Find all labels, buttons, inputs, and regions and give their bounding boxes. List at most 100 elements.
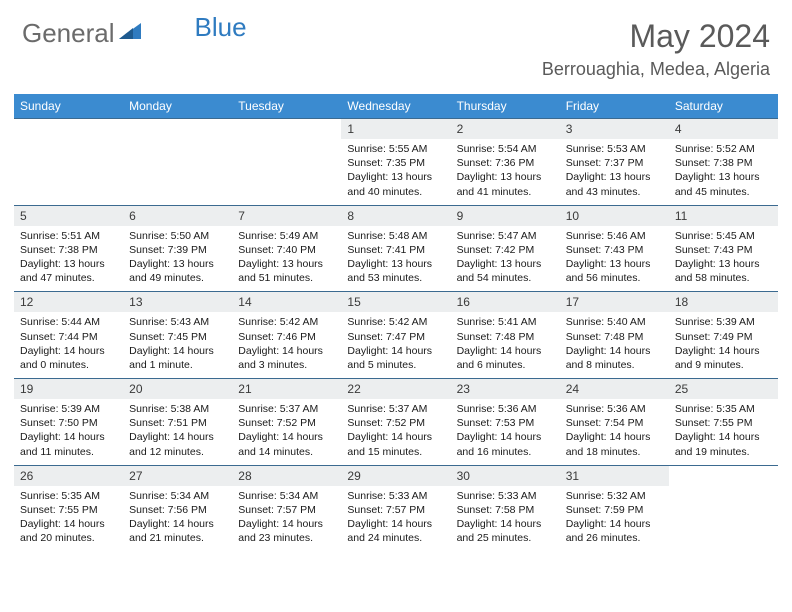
sunrise-text: Sunrise: 5:42 AM xyxy=(238,315,335,329)
calendar-body: 1234Sunrise: 5:55 AMSunset: 7:35 PMDayli… xyxy=(14,119,778,552)
day-detail-cell: Sunrise: 5:53 AMSunset: 7:37 PMDaylight:… xyxy=(560,139,669,205)
sunrise-text: Sunrise: 5:54 AM xyxy=(457,142,554,156)
day-number-cell: 1 xyxy=(341,119,450,140)
day-number-row: 567891011 xyxy=(14,205,778,226)
sunset-text: Sunset: 7:47 PM xyxy=(347,330,444,344)
day-number-cell: 6 xyxy=(123,205,232,226)
sunset-text: Sunset: 7:52 PM xyxy=(347,416,444,430)
sunrise-text: Sunrise: 5:33 AM xyxy=(347,489,444,503)
sunset-text: Sunset: 7:52 PM xyxy=(238,416,335,430)
daylight-text: Daylight: 13 hours and 51 minutes. xyxy=(238,257,335,285)
day-number-cell: 12 xyxy=(14,292,123,313)
day-detail-cell: Sunrise: 5:34 AMSunset: 7:57 PMDaylight:… xyxy=(232,486,341,552)
sunrise-text: Sunrise: 5:39 AM xyxy=(675,315,772,329)
sunrise-text: Sunrise: 5:51 AM xyxy=(20,229,117,243)
day-number-cell: 4 xyxy=(669,119,778,140)
day-detail-row: Sunrise: 5:51 AMSunset: 7:38 PMDaylight:… xyxy=(14,226,778,292)
day-number-cell: 17 xyxy=(560,292,669,313)
day-detail-cell: Sunrise: 5:42 AMSunset: 7:46 PMDaylight:… xyxy=(232,312,341,378)
sunrise-text: Sunrise: 5:47 AM xyxy=(457,229,554,243)
logo-triangle-icon xyxy=(119,21,143,46)
sunrise-text: Sunrise: 5:37 AM xyxy=(347,402,444,416)
daylight-text: Daylight: 13 hours and 49 minutes. xyxy=(129,257,226,285)
day-detail-cell: Sunrise: 5:35 AMSunset: 7:55 PMDaylight:… xyxy=(14,486,123,552)
sunrise-text: Sunrise: 5:53 AM xyxy=(566,142,663,156)
day-number-cell: 10 xyxy=(560,205,669,226)
daylight-text: Daylight: 13 hours and 45 minutes. xyxy=(675,170,772,198)
day-detail-cell xyxy=(14,139,123,205)
sunset-text: Sunset: 7:36 PM xyxy=(457,156,554,170)
brand-name-1: General xyxy=(22,18,115,49)
sunrise-text: Sunrise: 5:52 AM xyxy=(675,142,772,156)
day-detail-cell: Sunrise: 5:49 AMSunset: 7:40 PMDaylight:… xyxy=(232,226,341,292)
daylight-text: Daylight: 14 hours and 5 minutes. xyxy=(347,344,444,372)
day-detail-cell: Sunrise: 5:37 AMSunset: 7:52 PMDaylight:… xyxy=(232,399,341,465)
sunset-text: Sunset: 7:40 PM xyxy=(238,243,335,257)
day-header: Monday xyxy=(123,94,232,119)
sunset-text: Sunset: 7:43 PM xyxy=(675,243,772,257)
day-header: Saturday xyxy=(669,94,778,119)
sunset-text: Sunset: 7:48 PM xyxy=(566,330,663,344)
daylight-text: Daylight: 13 hours and 47 minutes. xyxy=(20,257,117,285)
sunrise-text: Sunrise: 5:36 AM xyxy=(457,402,554,416)
daylight-text: Daylight: 14 hours and 25 minutes. xyxy=(457,517,554,545)
daylight-text: Daylight: 14 hours and 18 minutes. xyxy=(566,430,663,458)
day-number-cell: 27 xyxy=(123,465,232,486)
sunrise-text: Sunrise: 5:33 AM xyxy=(457,489,554,503)
day-number-cell xyxy=(669,465,778,486)
daylight-text: Daylight: 14 hours and 20 minutes. xyxy=(20,517,117,545)
sunrise-text: Sunrise: 5:35 AM xyxy=(20,489,117,503)
day-number-row: 12131415161718 xyxy=(14,292,778,313)
day-number-cell: 30 xyxy=(451,465,560,486)
day-detail-cell xyxy=(123,139,232,205)
day-detail-cell: Sunrise: 5:44 AMSunset: 7:44 PMDaylight:… xyxy=(14,312,123,378)
day-detail-cell: Sunrise: 5:34 AMSunset: 7:56 PMDaylight:… xyxy=(123,486,232,552)
day-detail-cell: Sunrise: 5:36 AMSunset: 7:53 PMDaylight:… xyxy=(451,399,560,465)
day-header: Wednesday xyxy=(341,94,450,119)
sunrise-text: Sunrise: 5:46 AM xyxy=(566,229,663,243)
sunrise-text: Sunrise: 5:35 AM xyxy=(675,402,772,416)
sunset-text: Sunset: 7:45 PM xyxy=(129,330,226,344)
day-detail-cell: Sunrise: 5:38 AMSunset: 7:51 PMDaylight:… xyxy=(123,399,232,465)
sunset-text: Sunset: 7:58 PM xyxy=(457,503,554,517)
sunset-text: Sunset: 7:39 PM xyxy=(129,243,226,257)
day-header-row: Sunday Monday Tuesday Wednesday Thursday… xyxy=(14,94,778,119)
day-detail-cell: Sunrise: 5:42 AMSunset: 7:47 PMDaylight:… xyxy=(341,312,450,378)
day-number-cell: 14 xyxy=(232,292,341,313)
sunset-text: Sunset: 7:41 PM xyxy=(347,243,444,257)
sunset-text: Sunset: 7:53 PM xyxy=(457,416,554,430)
sunrise-text: Sunrise: 5:34 AM xyxy=(238,489,335,503)
location-text: Berrouaghia, Medea, Algeria xyxy=(542,59,770,80)
day-number-cell: 16 xyxy=(451,292,560,313)
daylight-text: Daylight: 14 hours and 1 minute. xyxy=(129,344,226,372)
day-detail-row: Sunrise: 5:55 AMSunset: 7:35 PMDaylight:… xyxy=(14,139,778,205)
daylight-text: Daylight: 13 hours and 58 minutes. xyxy=(675,257,772,285)
day-number-cell: 11 xyxy=(669,205,778,226)
day-detail-cell: Sunrise: 5:46 AMSunset: 7:43 PMDaylight:… xyxy=(560,226,669,292)
sunrise-text: Sunrise: 5:32 AM xyxy=(566,489,663,503)
sunset-text: Sunset: 7:51 PM xyxy=(129,416,226,430)
daylight-text: Daylight: 14 hours and 0 minutes. xyxy=(20,344,117,372)
day-detail-cell: Sunrise: 5:37 AMSunset: 7:52 PMDaylight:… xyxy=(341,399,450,465)
day-header: Thursday xyxy=(451,94,560,119)
day-detail-cell: Sunrise: 5:55 AMSunset: 7:35 PMDaylight:… xyxy=(341,139,450,205)
header: General Blue May 2024 Berrouaghia, Medea… xyxy=(0,0,792,88)
sunset-text: Sunset: 7:55 PM xyxy=(675,416,772,430)
sunset-text: Sunset: 7:59 PM xyxy=(566,503,663,517)
day-detail-cell: Sunrise: 5:39 AMSunset: 7:49 PMDaylight:… xyxy=(669,312,778,378)
day-detail-cell: Sunrise: 5:51 AMSunset: 7:38 PMDaylight:… xyxy=(14,226,123,292)
day-detail-row: Sunrise: 5:39 AMSunset: 7:50 PMDaylight:… xyxy=(14,399,778,465)
daylight-text: Daylight: 14 hours and 24 minutes. xyxy=(347,517,444,545)
day-detail-cell xyxy=(669,486,778,552)
sunrise-text: Sunrise: 5:44 AM xyxy=(20,315,117,329)
daylight-text: Daylight: 13 hours and 56 minutes. xyxy=(566,257,663,285)
day-detail-cell: Sunrise: 5:33 AMSunset: 7:57 PMDaylight:… xyxy=(341,486,450,552)
daylight-text: Daylight: 14 hours and 16 minutes. xyxy=(457,430,554,458)
day-detail-cell: Sunrise: 5:54 AMSunset: 7:36 PMDaylight:… xyxy=(451,139,560,205)
day-detail-cell: Sunrise: 5:33 AMSunset: 7:58 PMDaylight:… xyxy=(451,486,560,552)
day-detail-cell: Sunrise: 5:47 AMSunset: 7:42 PMDaylight:… xyxy=(451,226,560,292)
day-header: Sunday xyxy=(14,94,123,119)
day-number-cell: 21 xyxy=(232,379,341,400)
sunset-text: Sunset: 7:43 PM xyxy=(566,243,663,257)
sunset-text: Sunset: 7:57 PM xyxy=(347,503,444,517)
